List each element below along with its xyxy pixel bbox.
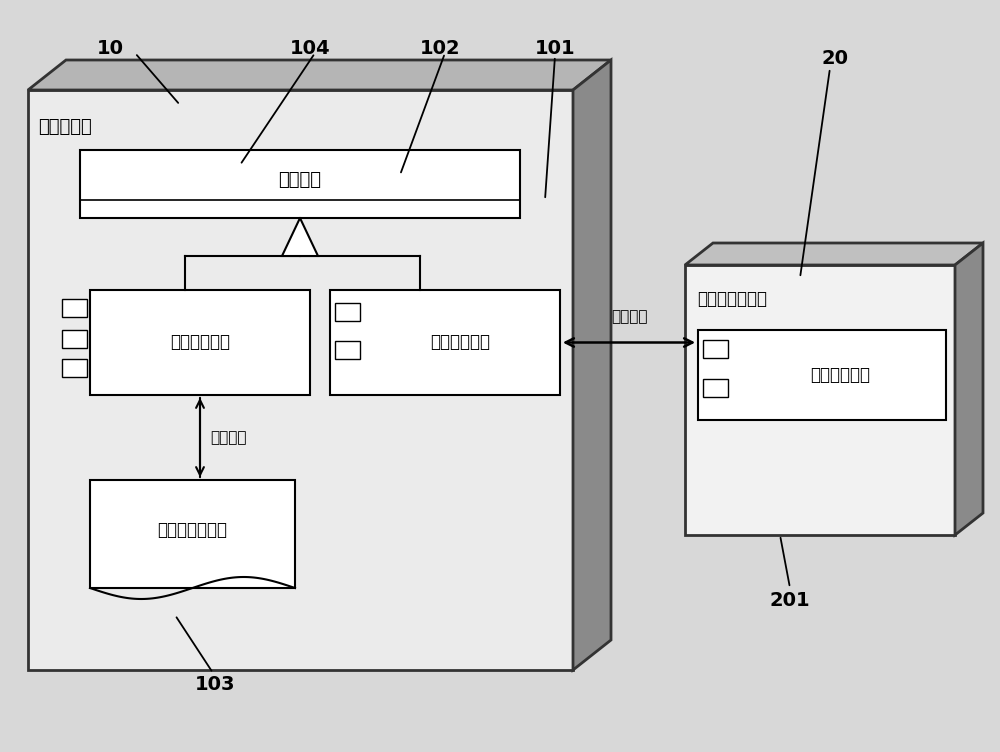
Polygon shape	[62, 330, 87, 348]
Polygon shape	[703, 378, 728, 396]
Polygon shape	[62, 359, 87, 377]
Polygon shape	[685, 243, 983, 265]
Text: 第二通信模块: 第二通信模块	[810, 366, 870, 384]
Text: 医生程控仪: 医生程控仪	[38, 118, 92, 136]
Polygon shape	[80, 150, 520, 218]
Polygon shape	[573, 60, 611, 670]
Polygon shape	[335, 341, 360, 359]
Text: 虚拟刺激器文件: 虚拟刺激器文件	[158, 521, 228, 539]
Text: 数据交互: 数据交互	[210, 430, 246, 445]
Polygon shape	[330, 290, 560, 395]
Polygon shape	[703, 340, 728, 358]
Text: 201: 201	[770, 590, 810, 610]
Text: 104: 104	[290, 38, 330, 57]
Text: 102: 102	[420, 38, 460, 57]
Text: 植入式医疗器械: 植入式医疗器械	[697, 290, 767, 308]
Polygon shape	[28, 90, 573, 670]
Polygon shape	[685, 265, 955, 535]
Text: 数据交互: 数据交互	[611, 310, 647, 325]
Polygon shape	[335, 303, 360, 321]
Polygon shape	[28, 60, 611, 90]
Polygon shape	[698, 330, 946, 420]
Text: 指令解析组件: 指令解析组件	[170, 333, 230, 351]
Polygon shape	[282, 218, 318, 256]
Polygon shape	[90, 290, 310, 395]
Text: 10: 10	[96, 38, 124, 57]
Text: 通信接口: 通信接口	[278, 171, 322, 189]
Text: 20: 20	[822, 48, 848, 68]
Text: 103: 103	[195, 675, 235, 695]
Text: 第一通信模块: 第一通信模块	[430, 333, 490, 351]
Text: 101: 101	[535, 38, 575, 57]
Polygon shape	[955, 243, 983, 535]
Polygon shape	[90, 480, 295, 588]
Polygon shape	[62, 299, 87, 317]
